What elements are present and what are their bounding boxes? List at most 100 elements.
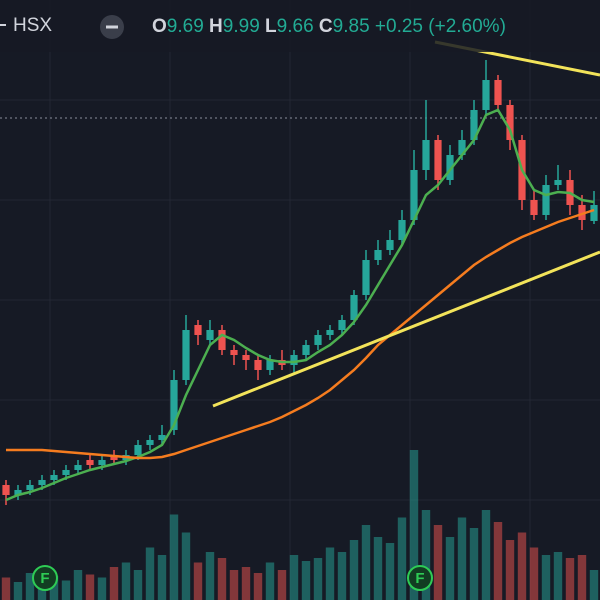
candle-body bbox=[314, 335, 322, 345]
field-value: 9.66 bbox=[277, 16, 314, 37]
volume-bar bbox=[61, 580, 71, 600]
volume-bar bbox=[529, 547, 539, 600]
candle-body bbox=[194, 325, 202, 335]
candle-body bbox=[554, 180, 562, 185]
candle-body bbox=[446, 155, 454, 180]
candle-body bbox=[386, 240, 394, 250]
volume-bar bbox=[385, 543, 395, 600]
candle-body bbox=[38, 480, 46, 485]
volume-bar bbox=[457, 517, 467, 600]
candle-body bbox=[2, 485, 10, 495]
candle-body bbox=[62, 470, 70, 475]
volume-bar bbox=[157, 555, 167, 600]
field-value: 9.85 bbox=[333, 16, 370, 37]
field-label: O bbox=[152, 16, 167, 37]
candle-body bbox=[206, 330, 214, 340]
candle-body bbox=[98, 460, 106, 465]
candle-body bbox=[410, 170, 418, 220]
volume-bar bbox=[181, 532, 191, 600]
exchange: HSX bbox=[13, 15, 52, 36]
volume-bar bbox=[433, 525, 443, 600]
candle-body bbox=[458, 140, 466, 155]
volume-bar bbox=[49, 576, 59, 600]
volume-bar bbox=[73, 570, 83, 600]
candle-body bbox=[302, 345, 310, 355]
volume-bar bbox=[517, 532, 527, 600]
volume-bar bbox=[241, 567, 251, 600]
moving-average bbox=[6, 208, 595, 460]
volume-bar bbox=[373, 537, 383, 600]
candle-body bbox=[26, 485, 34, 490]
volume-bar bbox=[505, 540, 515, 600]
candle-body bbox=[254, 360, 262, 370]
volume-bar bbox=[85, 574, 95, 600]
candle-body bbox=[506, 105, 514, 140]
event-label: F bbox=[415, 570, 424, 587]
volume-bar bbox=[577, 555, 587, 600]
change: +0.25 (+2.60%) bbox=[375, 16, 506, 37]
volume-bar bbox=[121, 562, 131, 600]
header-bg bbox=[0, 0, 600, 52]
candle-body bbox=[146, 440, 154, 445]
volume-bar bbox=[229, 570, 239, 600]
candle-body bbox=[422, 140, 430, 170]
candle-body bbox=[266, 360, 274, 370]
volume-bar bbox=[217, 558, 227, 600]
volume-bar bbox=[133, 570, 143, 600]
candle-body bbox=[398, 220, 406, 240]
candle-body bbox=[74, 465, 82, 470]
field-label: L bbox=[265, 16, 277, 37]
volume-bar bbox=[169, 514, 179, 600]
volume-bar bbox=[265, 562, 275, 600]
candle-body bbox=[578, 205, 586, 220]
volume-bar bbox=[277, 570, 287, 600]
candle-body bbox=[110, 455, 118, 460]
candle-body bbox=[338, 320, 346, 330]
candle-body bbox=[158, 435, 166, 440]
candle-body bbox=[530, 200, 538, 215]
candle-body bbox=[290, 355, 298, 365]
volume-bar bbox=[13, 582, 23, 600]
event-label: F bbox=[40, 570, 49, 587]
candle-body bbox=[494, 80, 502, 105]
candle-body bbox=[326, 330, 334, 335]
candle-body bbox=[482, 80, 490, 110]
candle-body bbox=[374, 250, 382, 260]
field-value: 9.99 bbox=[223, 16, 260, 37]
volume-bar bbox=[25, 573, 35, 600]
volume-bar bbox=[361, 525, 371, 600]
volume-bar bbox=[289, 555, 299, 600]
candle-body bbox=[362, 260, 370, 295]
candle-body bbox=[218, 330, 226, 350]
event-circle bbox=[32, 565, 58, 591]
candle-body bbox=[350, 295, 358, 320]
field-label: H bbox=[209, 16, 223, 37]
volume-bar bbox=[481, 510, 491, 600]
event-badge[interactable]: F bbox=[32, 565, 58, 591]
moving-average bbox=[5, 108, 595, 502]
volume-bar bbox=[421, 510, 431, 600]
volume-bar bbox=[565, 558, 575, 600]
collapse-button[interactable] bbox=[100, 15, 124, 39]
trendline bbox=[212, 250, 600, 408]
volume-bar bbox=[397, 517, 407, 600]
ohlc-legend: O9.69 H9.99 L9.66 C9.85 +0.25 (+2.60%) bbox=[152, 16, 506, 37]
average-layer bbox=[5, 108, 595, 502]
volume-bar bbox=[541, 555, 551, 600]
volume-bar bbox=[145, 547, 155, 600]
field-label: C bbox=[319, 16, 333, 37]
field-value: 9.69 bbox=[167, 16, 204, 37]
volume-bar bbox=[349, 540, 359, 600]
candle-body bbox=[86, 460, 94, 465]
candle-body bbox=[182, 330, 190, 380]
candle-body bbox=[470, 110, 478, 140]
candle-body bbox=[134, 445, 142, 455]
volume-bar bbox=[589, 570, 599, 600]
event-badge[interactable]: F bbox=[407, 565, 433, 591]
candle-body bbox=[590, 205, 598, 221]
volume-bar bbox=[205, 552, 215, 600]
volume-bar bbox=[493, 522, 503, 600]
